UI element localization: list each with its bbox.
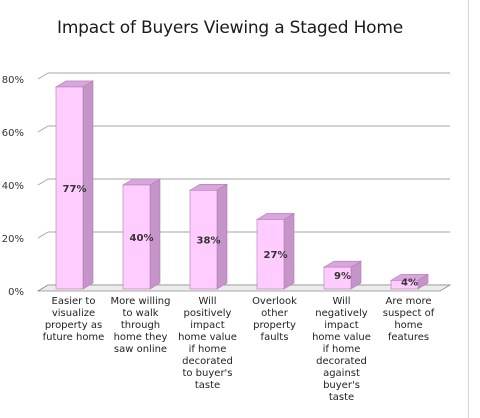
data-label: 27% — [264, 250, 288, 261]
data-label: 9% — [334, 271, 351, 282]
y-tick-label: 20% — [2, 234, 24, 245]
chart-title: Impact of Buyers Viewing a Staged Home — [57, 18, 403, 38]
y-tick-label: 60% — [2, 128, 24, 139]
y-tick-label: 40% — [2, 181, 24, 192]
data-label: 77% — [63, 184, 87, 195]
data-label: 38% — [197, 236, 221, 247]
y-tick-label: 0% — [8, 287, 24, 298]
x-category-label: Are more suspect of home features — [383, 296, 435, 343]
gridline-side — [37, 125, 49, 133]
x-category-label: Overlook other property faults — [252, 296, 297, 343]
frame-border — [468, 0, 469, 418]
chart-floor — [36, 284, 452, 292]
x-category-label: Will negatively impact home value if home dec… — [312, 296, 371, 403]
bar — [55, 86, 84, 290]
gridline-side — [37, 178, 49, 186]
gridline-side — [37, 72, 49, 80]
x-category-label: Will positively impact home value if home dec… — [178, 296, 237, 391]
bar — [256, 219, 285, 290]
gridline-side — [37, 231, 49, 239]
bar — [122, 184, 151, 290]
data-label: 4% — [401, 278, 418, 289]
x-category-label: More willing to walk through home they saw o… — [111, 296, 171, 355]
bar — [189, 190, 218, 290]
x-category-label: Easier to visualize property as future home — [43, 296, 105, 343]
bar — [323, 266, 352, 290]
bar — [390, 280, 419, 290]
y-tick-label: 80% — [2, 75, 24, 86]
data-label: 40% — [130, 233, 154, 244]
